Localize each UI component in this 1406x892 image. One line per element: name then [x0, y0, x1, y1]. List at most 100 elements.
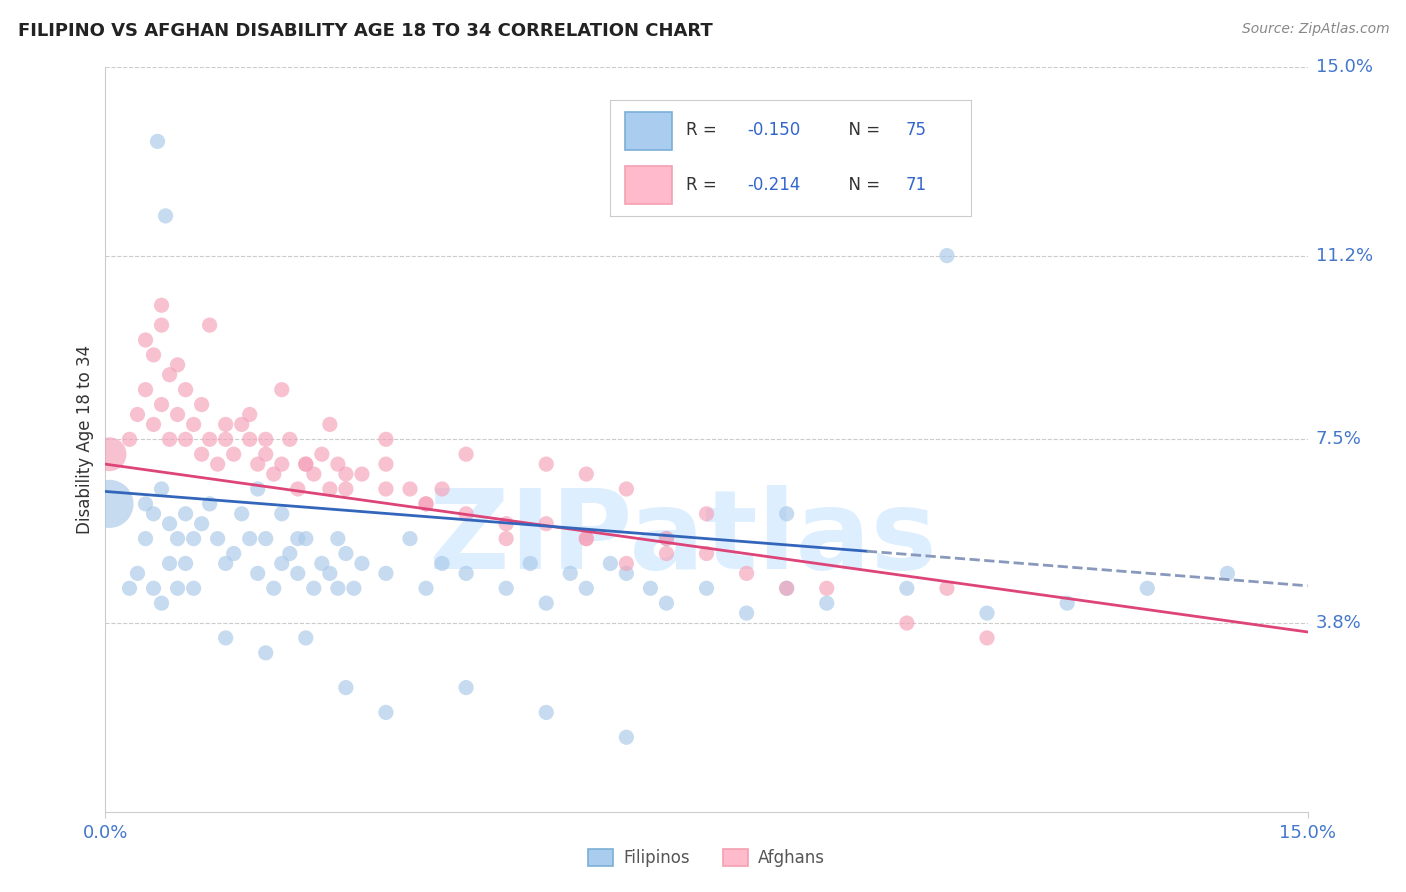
Point: [287, 482, 309, 496]
Point: [127, 566, 149, 581]
Point: [142, 417, 165, 432]
Point: [278, 433, 301, 447]
Point: [190, 516, 212, 531]
Point: [896, 582, 918, 596]
Point: [254, 447, 277, 461]
Point: [655, 532, 678, 546]
Point: [776, 582, 799, 596]
Point: [534, 596, 557, 610]
Point: [534, 706, 557, 720]
Legend: Filipinos, Afghans: Filipinos, Afghans: [581, 843, 832, 874]
Point: [335, 681, 357, 695]
Text: FILIPINO VS AFGHAN DISABILITY AGE 18 TO 34 CORRELATION CHART: FILIPINO VS AFGHAN DISABILITY AGE 18 TO …: [18, 22, 713, 40]
Point: [936, 249, 959, 263]
Point: [575, 582, 598, 596]
Point: [815, 596, 838, 610]
Point: [302, 467, 325, 481]
Point: [98, 497, 121, 511]
Point: [159, 433, 181, 447]
Point: [735, 606, 758, 620]
Point: [263, 582, 285, 596]
Point: [166, 358, 188, 372]
Text: ZIPatlas: ZIPatlas: [429, 485, 936, 592]
Point: [295, 457, 318, 471]
Point: [616, 482, 638, 496]
Point: [655, 596, 678, 610]
Point: [231, 417, 253, 432]
Point: [374, 433, 396, 447]
Point: [142, 507, 165, 521]
Point: [655, 532, 678, 546]
Point: [335, 482, 357, 496]
Point: [118, 582, 141, 596]
Point: [198, 318, 221, 332]
Point: [174, 383, 197, 397]
Point: [1136, 582, 1159, 596]
Point: [214, 417, 236, 432]
Point: [287, 566, 309, 581]
Text: Source: ZipAtlas.com: Source: ZipAtlas.com: [1241, 22, 1389, 37]
Point: [246, 457, 269, 471]
Point: [374, 482, 396, 496]
Point: [495, 532, 517, 546]
Point: [575, 532, 598, 546]
Point: [142, 348, 165, 362]
Point: [150, 298, 173, 312]
Point: [575, 532, 598, 546]
Point: [207, 532, 229, 546]
Point: [896, 615, 918, 630]
Point: [319, 417, 342, 432]
Point: [374, 457, 396, 471]
Point: [190, 447, 212, 461]
Point: [222, 547, 245, 561]
Point: [159, 516, 181, 531]
Point: [599, 557, 621, 571]
Point: [246, 566, 269, 581]
Point: [295, 631, 318, 645]
Point: [696, 547, 718, 561]
Point: [350, 467, 373, 481]
Point: [976, 606, 998, 620]
Point: [270, 557, 292, 571]
Point: [575, 467, 598, 481]
Point: [430, 482, 453, 496]
Point: [374, 706, 396, 720]
Text: 15.0%: 15.0%: [1316, 58, 1372, 76]
Point: [254, 646, 277, 660]
Y-axis label: Disability Age 18 to 34: Disability Age 18 to 34: [76, 344, 94, 534]
Point: [214, 433, 236, 447]
Point: [174, 507, 197, 521]
Point: [254, 532, 277, 546]
Point: [127, 408, 149, 422]
Point: [270, 383, 292, 397]
Point: [198, 433, 221, 447]
Point: [183, 582, 205, 596]
Point: [616, 557, 638, 571]
Point: [415, 497, 437, 511]
Point: [326, 457, 349, 471]
Point: [287, 532, 309, 546]
Point: [696, 582, 718, 596]
Point: [655, 547, 678, 561]
Point: [616, 566, 638, 581]
Point: [1056, 596, 1078, 610]
Point: [174, 557, 197, 571]
Point: [270, 507, 292, 521]
Point: [696, 507, 718, 521]
Point: [350, 557, 373, 571]
Point: [735, 566, 758, 581]
Point: [415, 582, 437, 596]
Point: [374, 566, 396, 581]
Point: [415, 497, 437, 511]
Point: [146, 135, 169, 149]
Point: [135, 333, 157, 347]
Point: [155, 209, 177, 223]
Point: [174, 433, 197, 447]
Point: [207, 457, 229, 471]
Point: [135, 532, 157, 546]
Point: [239, 433, 262, 447]
Point: [326, 532, 349, 546]
Text: 11.2%: 11.2%: [1316, 246, 1374, 265]
Point: [1216, 566, 1239, 581]
Text: 7.5%: 7.5%: [1316, 430, 1362, 449]
